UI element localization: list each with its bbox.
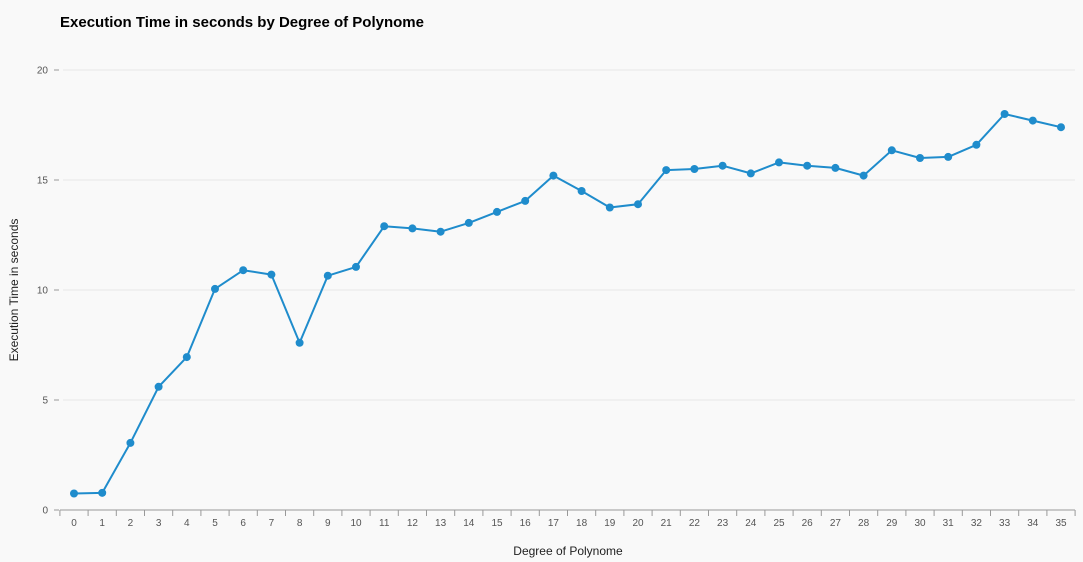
data-point[interactable] bbox=[1057, 123, 1065, 132]
x-tick-label: 8 bbox=[297, 518, 303, 529]
x-axis-ticks: 0 1 2 3 4 5 6 7 8 9 10 11 12 13 14 15 16 17 18 19 20 21 22 23 24… bbox=[59, 510, 1076, 529]
data-point[interactable] bbox=[464, 218, 473, 227]
data-point[interactable] bbox=[323, 271, 332, 280]
x-tick-label: 2 bbox=[128, 518, 134, 529]
series-layer bbox=[70, 110, 1065, 498]
data-point[interactable] bbox=[803, 161, 812, 170]
y-axis-ticks: 0 5 10 15 20 bbox=[37, 66, 59, 517]
data-point[interactable] bbox=[98, 488, 107, 497]
x-tick-label: 32 bbox=[971, 518, 983, 529]
x-tick-label: 34 bbox=[1027, 518, 1039, 529]
x-tick-label: 21 bbox=[661, 518, 673, 529]
data-point[interactable] bbox=[1028, 116, 1037, 125]
data-point[interactable] bbox=[126, 438, 135, 447]
x-tick-label: 1 bbox=[99, 518, 105, 529]
x-tick-label: 29 bbox=[886, 518, 898, 529]
data-point[interactable] bbox=[154, 382, 163, 391]
data-point[interactable] bbox=[746, 169, 755, 178]
x-tick-label: 9 bbox=[325, 518, 331, 529]
data-point[interactable] bbox=[690, 165, 699, 173]
x-tick-label: 17 bbox=[548, 518, 560, 529]
data-point[interactable] bbox=[182, 353, 191, 362]
data-point[interactable] bbox=[521, 196, 530, 205]
data-point[interactable] bbox=[662, 166, 671, 175]
data-point[interactable] bbox=[634, 200, 642, 209]
x-tick-label: 26 bbox=[802, 518, 814, 529]
x-tick-label: 3 bbox=[156, 518, 162, 529]
series-line bbox=[73, 113, 1062, 495]
data-point[interactable] bbox=[380, 222, 389, 231]
data-point[interactable] bbox=[239, 266, 248, 275]
data-point[interactable] bbox=[70, 489, 78, 498]
data-point[interactable] bbox=[916, 154, 924, 162]
y-axis-title: Execution Time in seconds bbox=[7, 219, 21, 362]
y-tick-label: 20 bbox=[37, 66, 49, 77]
x-tick-label: 18 bbox=[576, 518, 588, 529]
x-tick-label: 25 bbox=[773, 518, 785, 529]
x-tick-label: 19 bbox=[604, 518, 616, 529]
data-point[interactable] bbox=[352, 262, 360, 271]
x-tick-label: 14 bbox=[463, 518, 475, 529]
x-tick-label: 7 bbox=[269, 518, 275, 529]
data-point[interactable] bbox=[408, 224, 417, 233]
x-tick-label: 12 bbox=[407, 518, 419, 529]
x-tick-label: 5 bbox=[212, 518, 218, 529]
data-point[interactable] bbox=[944, 152, 953, 161]
x-tick-label: 35 bbox=[1055, 518, 1067, 529]
gridlines bbox=[63, 69, 1075, 401]
x-tick-label: 33 bbox=[999, 518, 1011, 529]
x-tick-label: 6 bbox=[240, 518, 246, 529]
data-point[interactable] bbox=[775, 158, 783, 167]
data-point[interactable] bbox=[887, 146, 896, 155]
x-tick-label: 13 bbox=[435, 518, 447, 529]
x-tick-label: 16 bbox=[520, 518, 532, 529]
chart-title: Execution Time in seconds by Degree of P… bbox=[60, 14, 424, 31]
x-tick-label: 27 bbox=[830, 518, 842, 529]
x-tick-label: 28 bbox=[858, 518, 870, 529]
data-point[interactable] bbox=[605, 203, 614, 212]
y-tick-label: 0 bbox=[42, 506, 48, 517]
x-tick-label: 24 bbox=[745, 518, 757, 529]
data-point[interactable] bbox=[972, 140, 981, 149]
data-point[interactable] bbox=[718, 161, 727, 170]
data-point[interactable] bbox=[831, 163, 840, 172]
y-tick-label: 10 bbox=[37, 286, 49, 297]
data-point[interactable] bbox=[493, 207, 501, 216]
data-point[interactable] bbox=[859, 171, 868, 180]
x-tick-label: 30 bbox=[914, 518, 926, 529]
data-point[interactable] bbox=[436, 227, 445, 236]
x-tick-label: 15 bbox=[491, 518, 503, 529]
data-point[interactable] bbox=[211, 284, 219, 293]
x-tick-label: 20 bbox=[632, 518, 644, 529]
x-axis-title: Degree of Polynome bbox=[513, 544, 623, 558]
x-tick-label: 0 bbox=[71, 518, 77, 529]
x-tick-label: 4 bbox=[184, 518, 190, 529]
x-tick-label: 10 bbox=[350, 518, 362, 529]
y-tick-label: 5 bbox=[42, 396, 48, 407]
data-point[interactable] bbox=[267, 270, 276, 279]
x-tick-label: 11 bbox=[379, 518, 390, 529]
x-tick-label: 22 bbox=[689, 518, 701, 529]
x-tick-label: 31 bbox=[943, 518, 955, 529]
data-point[interactable] bbox=[549, 171, 558, 180]
x-tick-label: 23 bbox=[717, 518, 729, 529]
data-point[interactable] bbox=[1000, 110, 1009, 118]
data-point[interactable] bbox=[577, 187, 586, 195]
y-tick-label: 15 bbox=[37, 176, 49, 187]
data-point[interactable] bbox=[295, 338, 304, 347]
